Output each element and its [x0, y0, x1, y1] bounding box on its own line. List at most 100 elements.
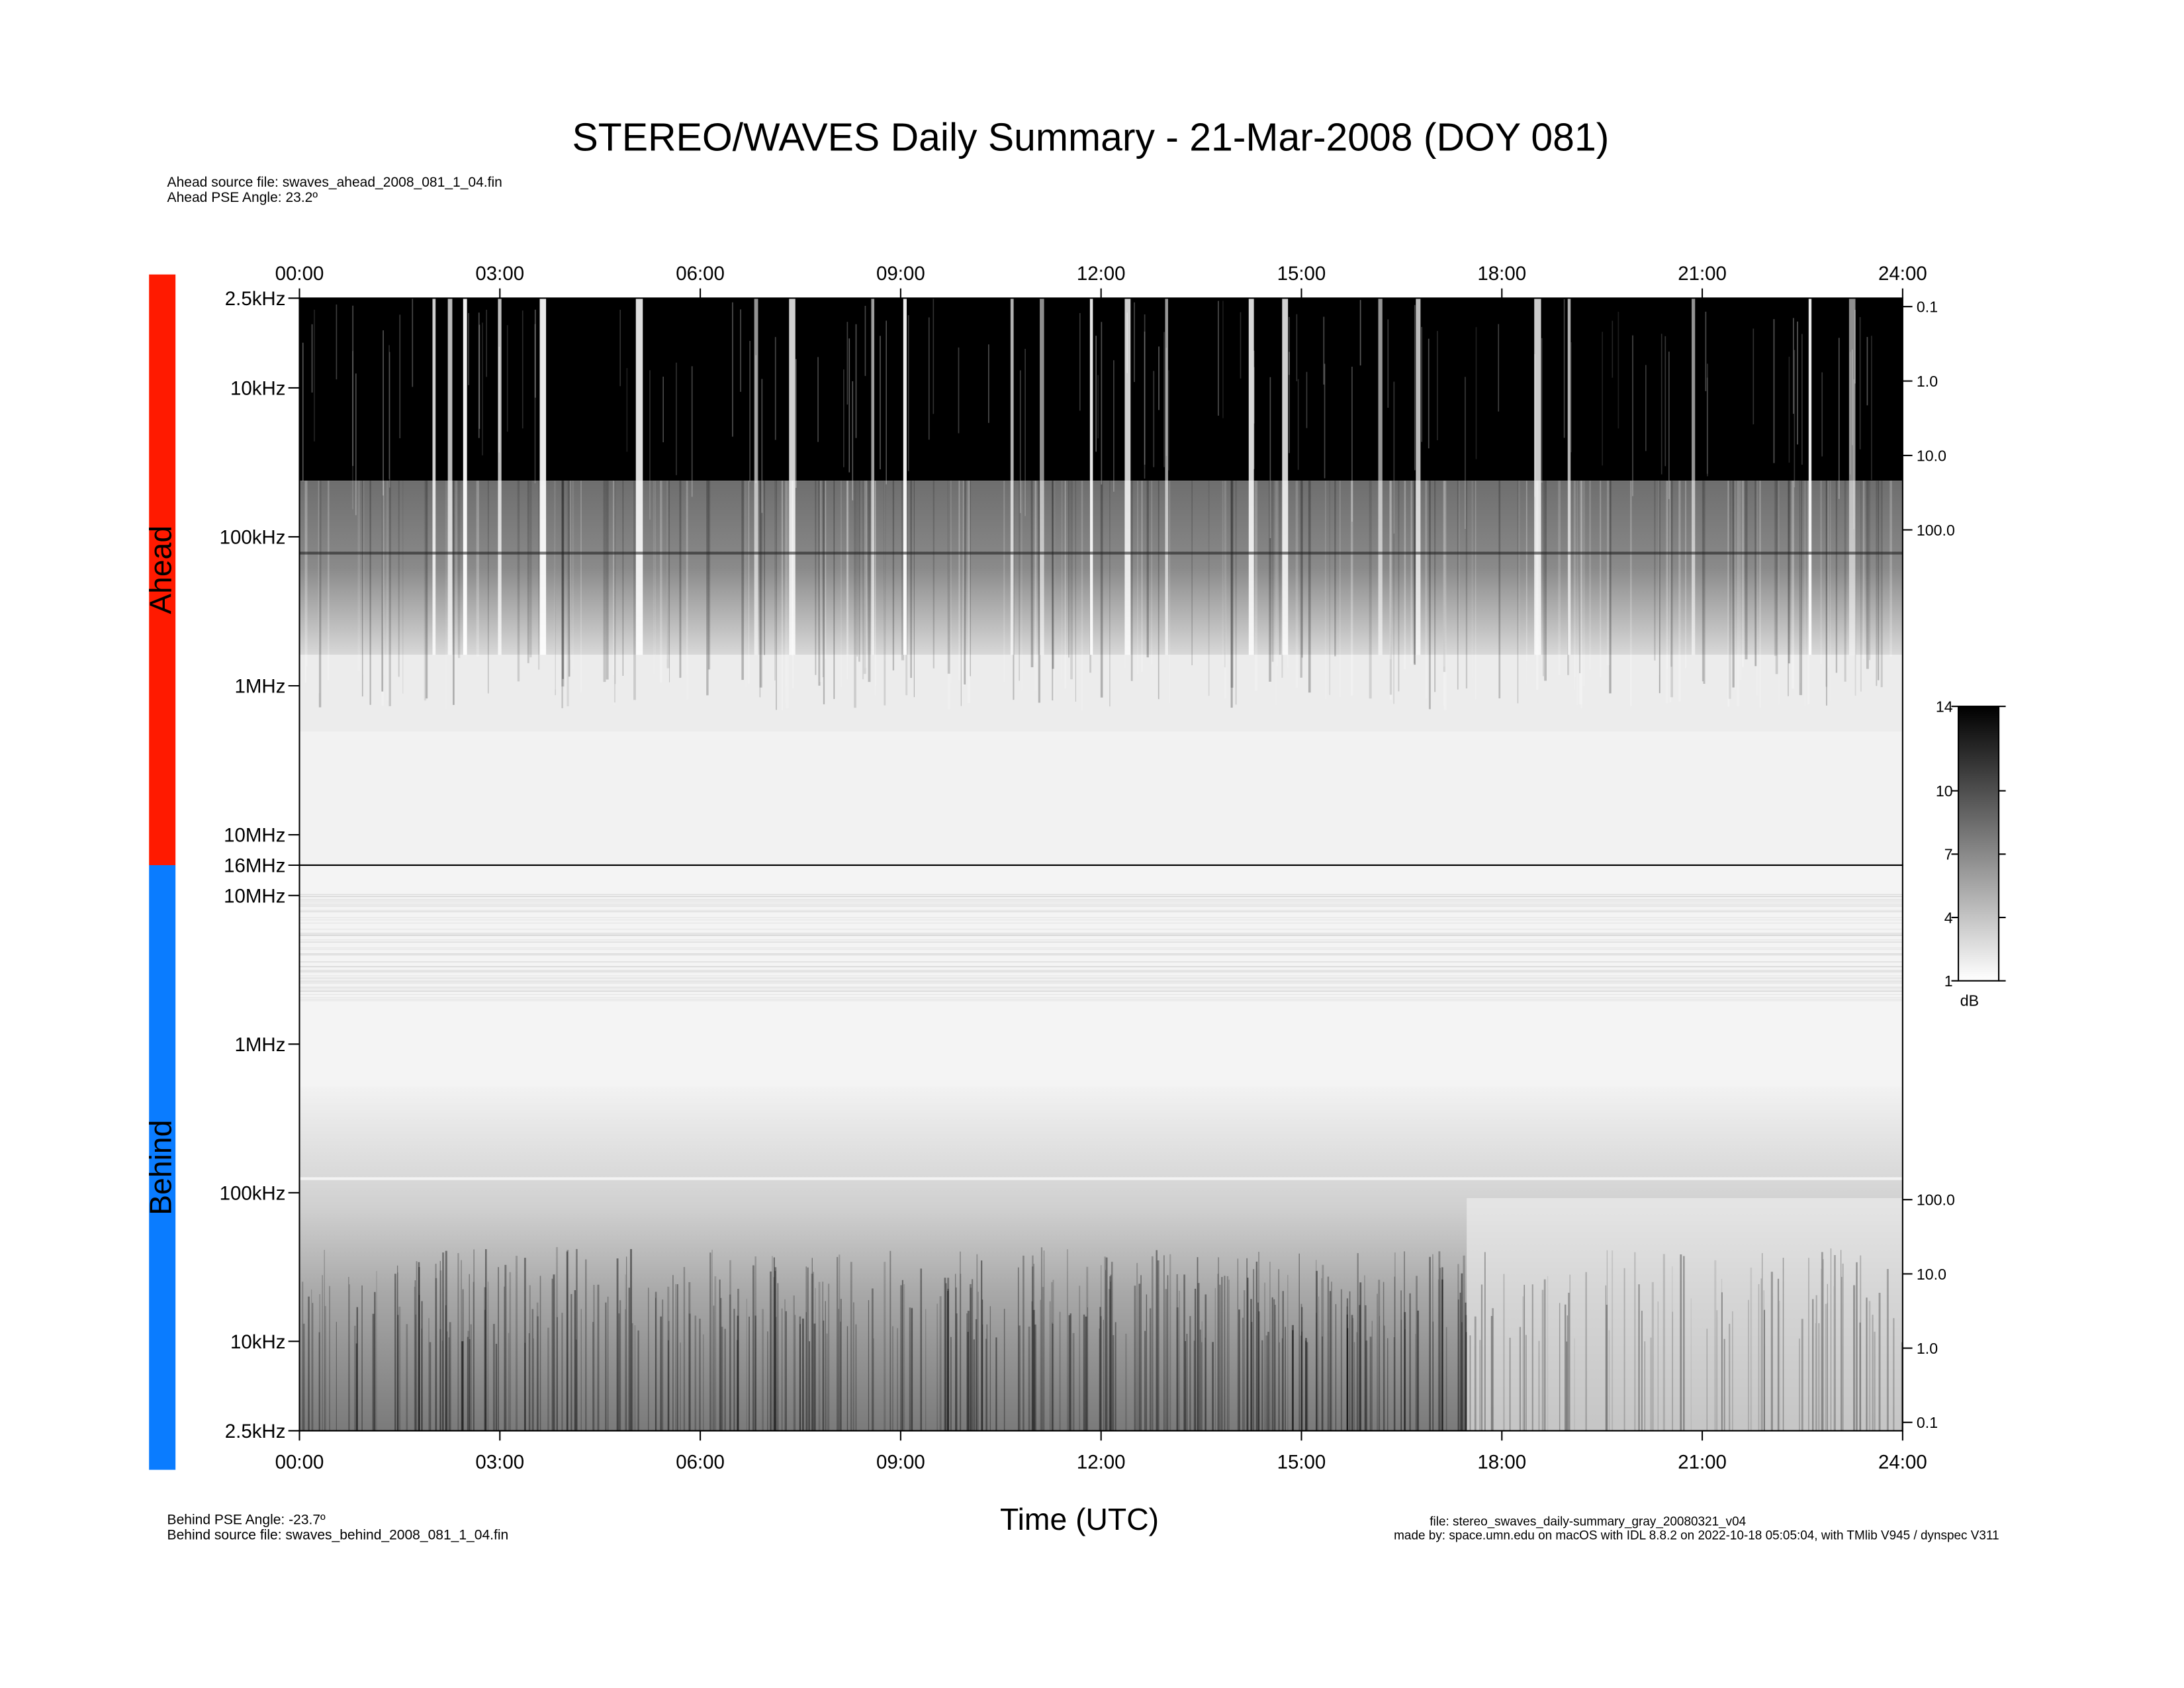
texture-line	[1100, 481, 1103, 698]
burst-streak	[789, 298, 796, 655]
texture-line	[686, 481, 688, 700]
texture-line	[1492, 1308, 1494, 1431]
texture-line	[299, 941, 1903, 943]
texture-line	[302, 1323, 305, 1431]
x-tick-label: 24:00	[1878, 1451, 1927, 1473]
texture-line	[1144, 331, 1146, 479]
texture-line	[900, 1285, 903, 1431]
x-tick-label: 18:00	[1477, 263, 1526, 285]
texture-line	[1238, 1309, 1240, 1431]
texture-line	[1275, 481, 1277, 705]
texture-line	[970, 481, 971, 677]
texture-line	[1566, 1341, 1568, 1431]
texture-line	[1754, 481, 1757, 667]
texture-line	[1842, 1263, 1844, 1431]
texture-line	[1214, 1288, 1216, 1431]
texture-line	[1115, 1322, 1116, 1431]
texture-line	[386, 481, 389, 701]
texture-line	[445, 1250, 447, 1431]
texture-line	[442, 1252, 444, 1431]
texture-line	[889, 1250, 891, 1431]
burst-streak	[1567, 298, 1571, 655]
texture-line	[846, 481, 849, 656]
texture-line	[299, 904, 1903, 906]
texture-line	[846, 481, 848, 680]
texture-line	[1573, 481, 1576, 690]
texture-line	[593, 1284, 595, 1431]
y-tick-label: 10MHz	[224, 885, 285, 907]
texture-line	[1292, 1330, 1294, 1431]
texture-line	[1308, 481, 1311, 693]
texture-line	[1889, 481, 1892, 657]
y2-tick-label: 0.1	[1917, 1414, 1938, 1431]
texture-line	[1404, 1251, 1405, 1431]
texture-line	[1821, 372, 1823, 457]
x-tick-label: 21:00	[1678, 263, 1727, 285]
texture-line	[1253, 350, 1255, 469]
texture-line	[1351, 366, 1353, 522]
texture-line	[605, 1302, 607, 1431]
texture-line	[1443, 481, 1447, 710]
texture-line	[495, 1344, 498, 1431]
texture-line	[336, 305, 338, 380]
texture-line	[302, 1282, 304, 1431]
texture-line	[1254, 481, 1258, 691]
texture-line	[770, 1271, 772, 1431]
texture-line	[363, 481, 365, 675]
texture-line	[1300, 1303, 1302, 1431]
y-tick-label: 10kHz	[230, 377, 285, 399]
burst-streak	[463, 298, 467, 655]
texture-line	[534, 324, 536, 484]
texture-line	[633, 481, 636, 700]
texture-line	[1821, 1252, 1823, 1431]
texture-line	[369, 481, 371, 705]
texture-line	[1797, 321, 1798, 445]
texture-line	[1099, 1307, 1101, 1431]
x-tick-label: 24:00	[1878, 263, 1927, 285]
texture-line	[1835, 481, 1838, 673]
texture-line	[1869, 481, 1871, 661]
texture-line	[928, 317, 930, 440]
texture-line	[1671, 1266, 1673, 1431]
texture-line	[1531, 1284, 1533, 1431]
texture-line	[840, 1321, 841, 1431]
texture-line	[754, 1256, 756, 1431]
texture-line	[1678, 481, 1681, 702]
texture-line	[1414, 481, 1416, 665]
texture-line	[449, 1322, 451, 1431]
texture-line	[1794, 350, 1796, 488]
texture-line	[1801, 334, 1803, 465]
texture-line	[1111, 1262, 1113, 1431]
texture-line	[709, 1252, 711, 1431]
texture-line	[1632, 335, 1633, 496]
texture-line	[533, 1338, 535, 1431]
texture-line	[1031, 1266, 1034, 1431]
x-tick-label: 15:00	[1277, 263, 1326, 285]
texture-line	[1158, 481, 1160, 700]
texture-line	[1827, 481, 1829, 668]
texture-line	[1176, 1307, 1179, 1431]
texture-line	[981, 1299, 983, 1431]
texture-line	[1101, 322, 1103, 485]
texture-line	[713, 1305, 715, 1431]
texture-line	[960, 481, 963, 670]
spectrogram-texture	[299, 298, 1903, 1431]
texture-line	[1019, 370, 1021, 514]
texture-line	[498, 346, 500, 453]
texture-line	[774, 1267, 777, 1431]
texture-line	[1226, 1276, 1229, 1431]
texture-line	[1706, 377, 1708, 474]
colorbar	[1958, 706, 2000, 982]
texture-line	[1716, 1310, 1718, 1431]
texture-line	[886, 320, 887, 485]
texture-line	[1638, 1284, 1640, 1431]
texture-line	[1669, 481, 1672, 702]
texture-line	[1289, 352, 1290, 453]
texture-line	[1542, 481, 1544, 677]
texture-line	[1068, 481, 1069, 658]
texture-line	[1136, 481, 1139, 674]
texture-line	[484, 1249, 487, 1431]
texture-line	[469, 1274, 470, 1431]
texture-line	[1109, 1276, 1111, 1431]
